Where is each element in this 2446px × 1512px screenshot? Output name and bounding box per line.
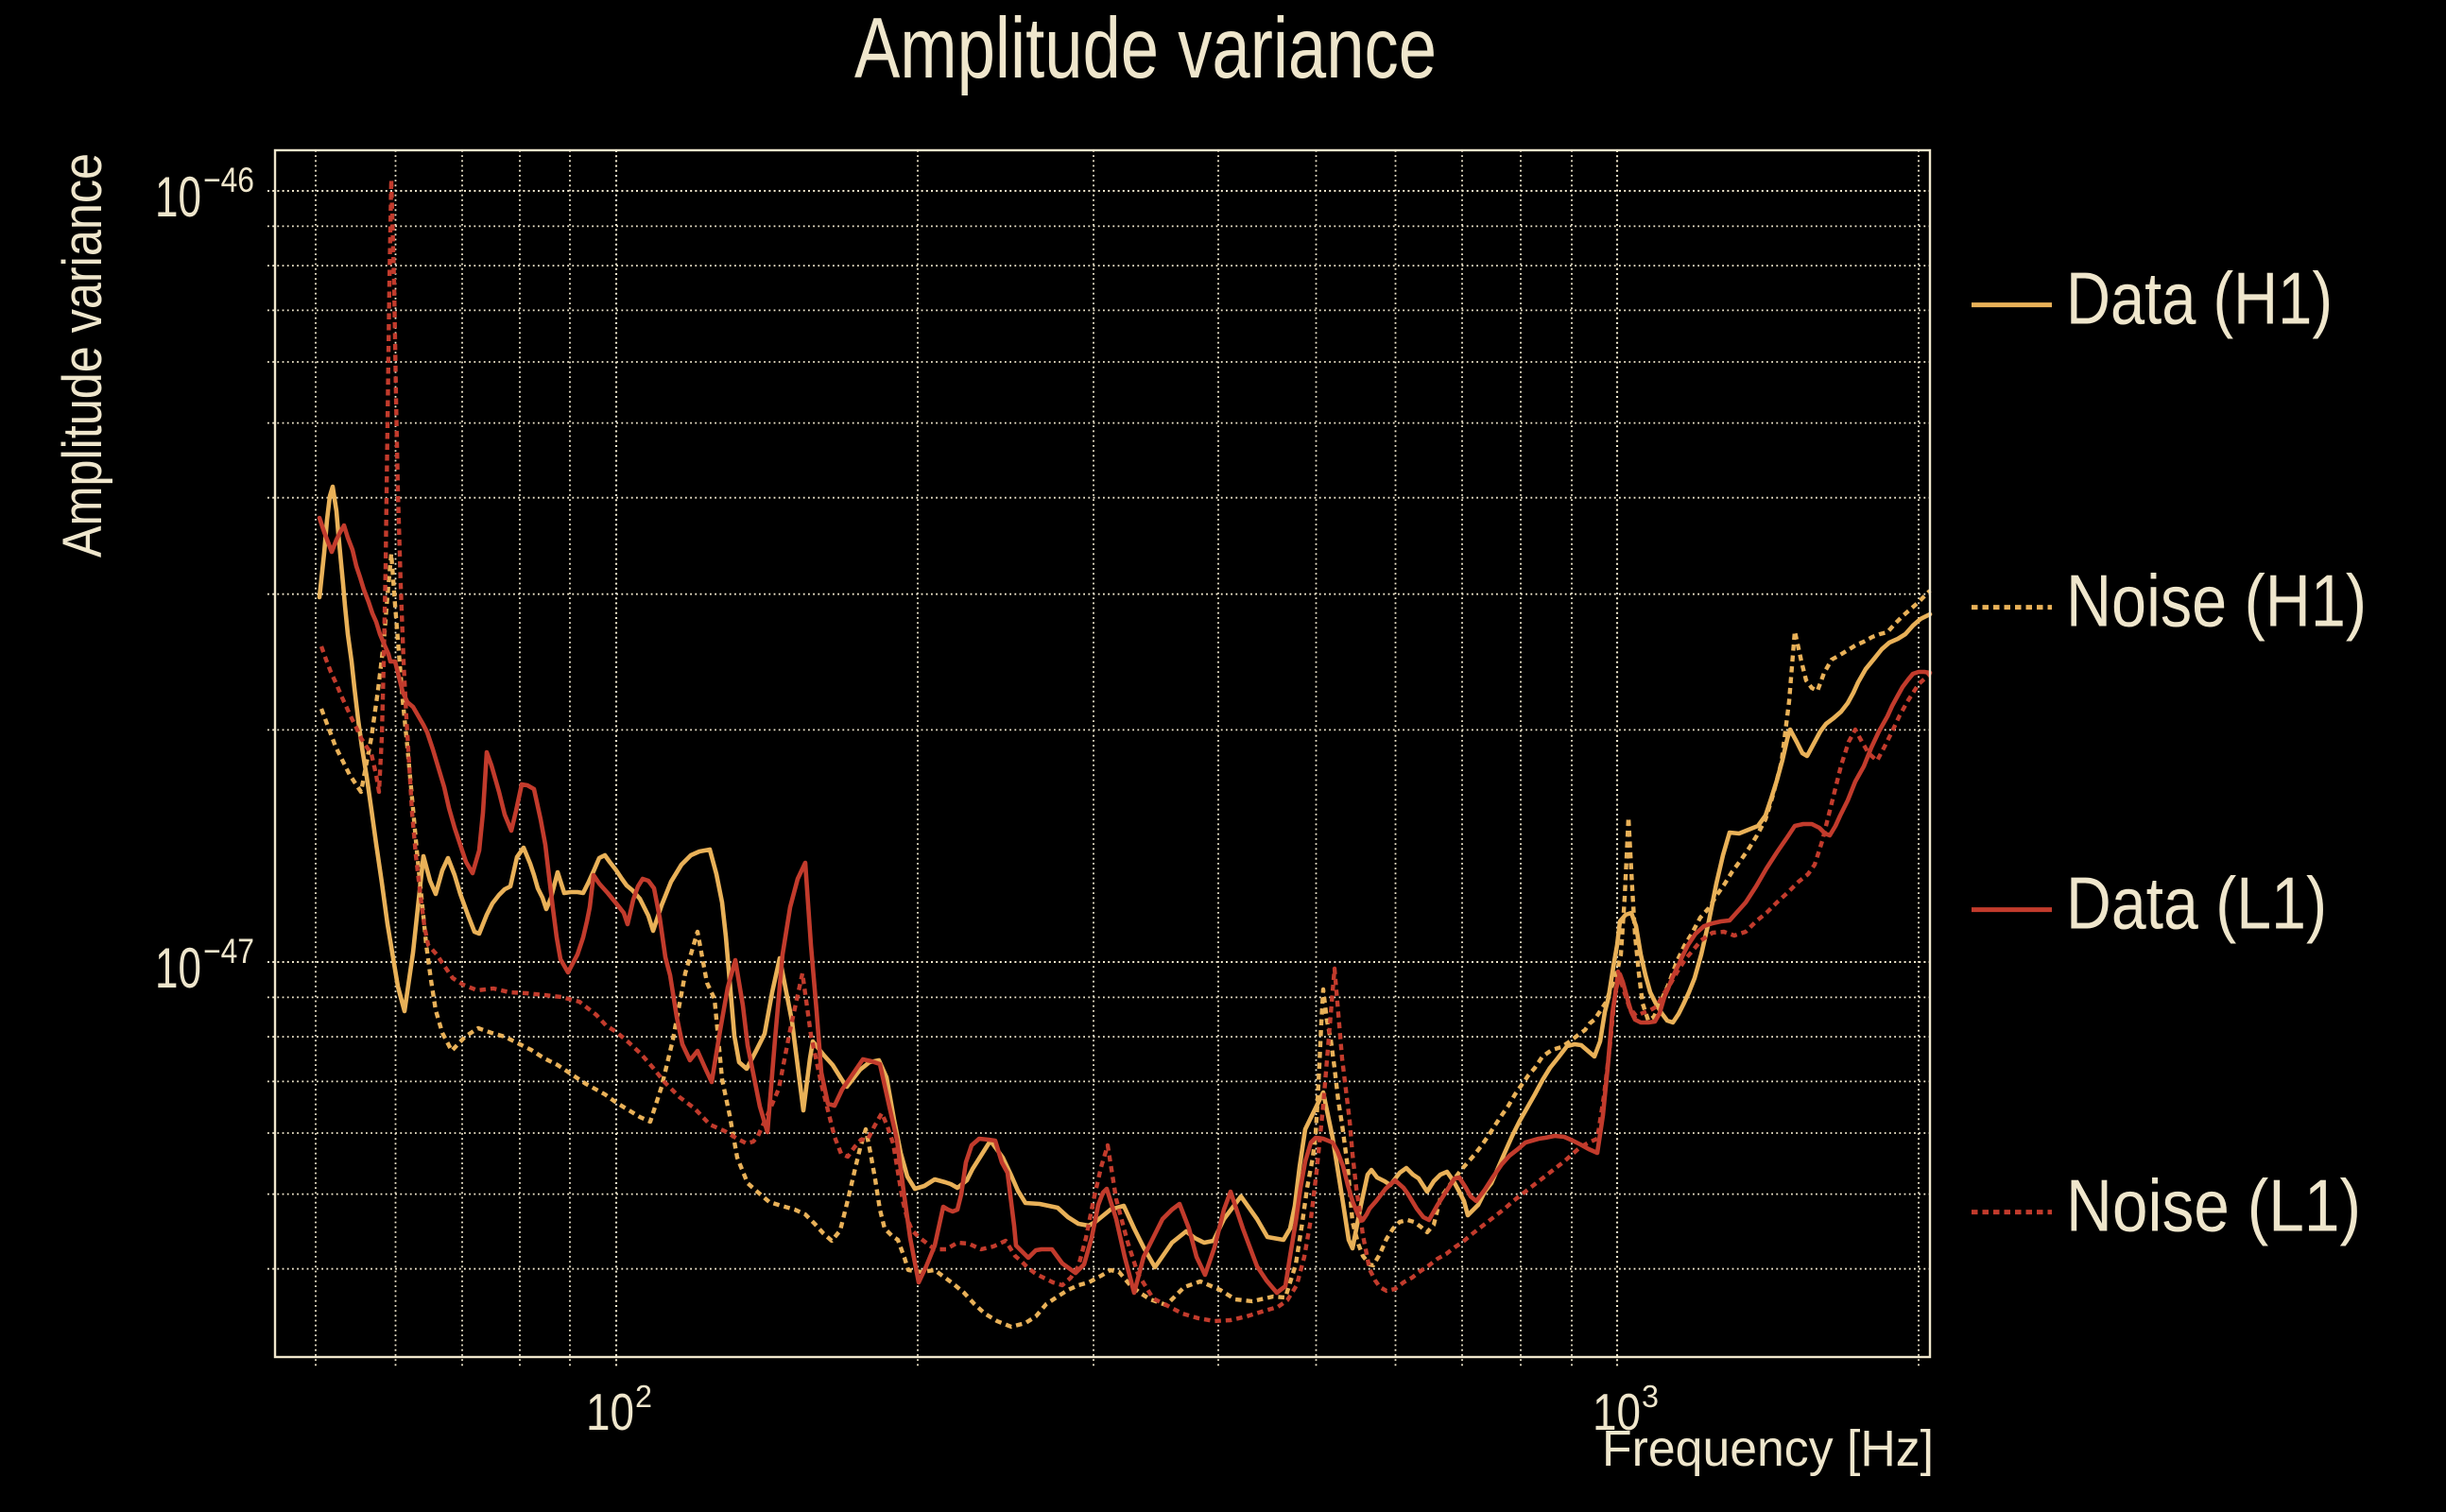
svg-text:10: 10: [155, 936, 201, 1000]
svg-text:10: 10: [1593, 1383, 1641, 1441]
svg-text:Data (L1): Data (L1): [2066, 862, 2327, 945]
svg-text:10: 10: [586, 1383, 634, 1441]
svg-text:3: 3: [1642, 1379, 1659, 1414]
svg-text:Amplitude variance: Amplitude variance: [854, 1, 1437, 96]
svg-text:2: 2: [635, 1379, 652, 1414]
svg-text:Data (H1): Data (H1): [2066, 257, 2333, 340]
svg-text:−47: −47: [203, 932, 254, 971]
svg-text:Frequency [Hz]: Frequency [Hz]: [1602, 1420, 1934, 1477]
svg-text:−46: −46: [203, 161, 254, 199]
svg-text:Amplitude variance: Amplitude variance: [52, 153, 113, 558]
svg-text:Noise (L1): Noise (L1): [2066, 1164, 2361, 1247]
svg-text:10: 10: [155, 165, 201, 229]
svg-text:Noise (H1): Noise (H1): [2066, 559, 2367, 643]
